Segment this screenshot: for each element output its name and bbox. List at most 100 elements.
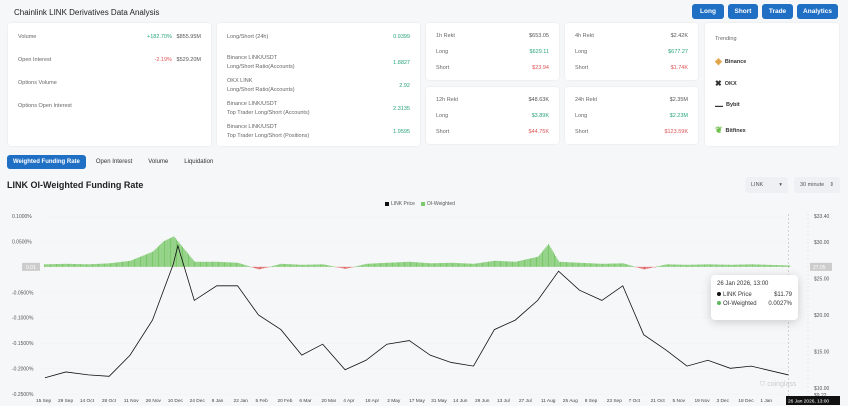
- funding-bar: [444, 262, 446, 267]
- funding-bar: [50, 264, 51, 267]
- long-button[interactable]: Long: [692, 4, 724, 19]
- funding-bar: [670, 264, 672, 267]
- funding-bar: [593, 263, 595, 267]
- rekt-card: 1h Rekt $653.05 Long $629.11 Short $23.94: [426, 23, 559, 80]
- funding-bar: [173, 236, 175, 267]
- trending-okx[interactable]: ✖ OKX: [715, 79, 737, 88]
- funding-bar: [566, 262, 567, 267]
- rekt-long: $677.27: [668, 49, 688, 55]
- funding-bar: [617, 263, 619, 267]
- trending-card: Trending ◈ Binance ✖ OKX ▬▬ Bybit ❦ Bitfinex: [705, 23, 839, 146]
- funding-bar: [753, 264, 755, 267]
- trending-bitfinex[interactable]: ❦ Bitfinex: [715, 125, 746, 136]
- funding-bar: [479, 262, 481, 267]
- right-marker-box: [810, 262, 832, 271]
- trending-binance[interactable]: ◈ Binance: [715, 56, 746, 67]
- analytics-button[interactable]: Analytics: [797, 4, 838, 19]
- funding-bar: [689, 264, 691, 267]
- x-tick-label: 15 Sep: [36, 398, 52, 404]
- funding-bar: [345, 266, 347, 269]
- tab-volume[interactable]: Volume: [148, 159, 169, 165]
- trending-bybit[interactable]: ▬▬ Bybit: [715, 102, 740, 108]
- funding-bar: [686, 264, 687, 267]
- funding-bar: [153, 250, 155, 267]
- funding-bar: [82, 264, 84, 267]
- funding-bar: [389, 262, 391, 267]
- funding-bar: [665, 264, 667, 267]
- funding-bar: [159, 245, 161, 267]
- funding-bar: [785, 265, 787, 267]
- funding-bar: [272, 266, 273, 267]
- coin-select[interactable]: LINK ▾: [745, 177, 788, 193]
- funding-bar: [162, 241, 164, 267]
- funding-bar: [369, 263, 371, 267]
- funding-bar: [392, 262, 393, 267]
- funding-bar: [44, 264, 45, 267]
- funding-bar: [472, 263, 474, 267]
- funding-bar: [297, 264, 299, 267]
- funding-bar: [675, 264, 677, 267]
- x-tick-label: 26 Nov: [146, 398, 162, 404]
- interval-select[interactable]: 30 minute ⇕: [794, 177, 840, 193]
- funding-bar: [86, 264, 87, 267]
- funding-bar: [642, 266, 644, 270]
- funding-bar: [105, 263, 107, 267]
- funding-bar: [426, 263, 428, 267]
- funding-bar: [748, 264, 750, 267]
- funding-bar: [95, 263, 97, 267]
- funding-bar: [311, 264, 313, 267]
- rekt-card: 12h Rekt $48.63K Long $3.89K Short $44.75K: [426, 87, 559, 144]
- tab-open-interest[interactable]: Open Interest: [95, 159, 133, 165]
- funding-bar: [552, 251, 554, 267]
- x-tick-label: 10 Dec: [168, 398, 184, 404]
- funding-bar: [480, 262, 482, 267]
- ratio-value: 2.92: [399, 82, 410, 89]
- funding-bar: [282, 263, 284, 267]
- funding-bar: [734, 264, 735, 267]
- funding-bar: [772, 264, 774, 267]
- trade-button[interactable]: Trade: [762, 4, 793, 19]
- rekt-long: $2.23M: [669, 113, 688, 119]
- tab-liquidation[interactable]: Liquidation: [184, 159, 214, 165]
- funding-bar: [288, 264, 290, 267]
- funding-bar: [209, 261, 211, 267]
- funding-bar: [491, 261, 493, 267]
- tab-weighted-funding-rate[interactable]: Weighted Funding Rate: [7, 155, 86, 169]
- funding-bar: [46, 264, 48, 267]
- funding-bar: [351, 266, 353, 268]
- funding-bar: [168, 238, 170, 267]
- funding-bar: [101, 263, 103, 267]
- funding-bar: [453, 262, 455, 267]
- left-tick-label: -0.2500%: [12, 392, 34, 398]
- funding-bar: [190, 257, 192, 267]
- x-tick-label: 20 Feb: [277, 398, 292, 404]
- x-tick-label: 18 Dec: [738, 398, 754, 404]
- funding-bar: [72, 263, 74, 267]
- short-button[interactable]: Short: [728, 4, 758, 19]
- funding-bar: [255, 266, 257, 269]
- funding-bar: [89, 264, 91, 267]
- funding-bar: [246, 265, 248, 267]
- legend-funding[interactable]: OI-Weighted: [420, 201, 455, 207]
- funding-bar: [720, 264, 722, 267]
- funding-bar: [284, 263, 285, 267]
- funding-bar: [309, 264, 311, 267]
- legend-price[interactable]: LINK Price: [385, 201, 415, 207]
- x-tick-label: 11 Aug: [541, 398, 556, 404]
- funding-bar: [154, 249, 156, 267]
- funding-bar: [477, 263, 479, 267]
- funding-bar: [381, 263, 383, 267]
- funding-bar: [144, 254, 146, 267]
- funding-bar: [591, 263, 593, 267]
- funding-bar: [374, 263, 375, 267]
- funding-bar: [765, 264, 767, 267]
- funding-bar: [551, 249, 553, 267]
- funding-bar: [45, 264, 47, 267]
- funding-bar: [292, 264, 294, 267]
- rekt-short-label: Short: [436, 129, 450, 135]
- funding-bar: [174, 238, 176, 267]
- funding-bar: [52, 264, 54, 267]
- funding-bar: [746, 264, 747, 267]
- funding-bar: [400, 262, 402, 267]
